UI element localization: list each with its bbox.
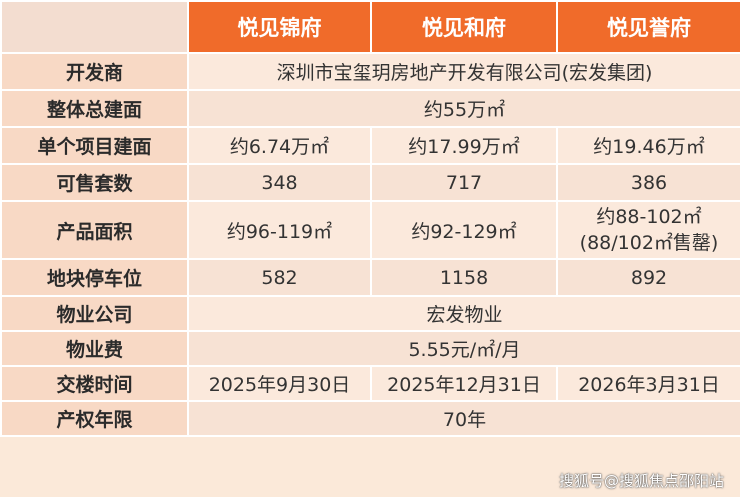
cell-value: 582 (187, 258, 372, 297)
tenure-value: 70年 (187, 400, 740, 437)
cell-value: 约17.99万㎡ (370, 126, 558, 165)
row-label: 交楼时间 (0, 365, 189, 402)
cell-value: 2025年9月30日 (187, 365, 372, 402)
row-tenure: 产权年限 70年 (0, 400, 740, 437)
header-corner (0, 0, 189, 54)
developer-value: 深圳市宝玺玥房地产开发有限公司(宏发集团) (187, 52, 740, 91)
row-label: 产权年限 (0, 400, 189, 437)
cell-value: 892 (556, 258, 740, 297)
header-project-3: 悦见誉府 (556, 0, 740, 54)
row-label: 整体总建面 (0, 89, 189, 128)
cell-value: 2025年12月31日 (370, 365, 558, 402)
row-units: 可售套数 348 717 386 (0, 163, 740, 202)
row-label: 物业公司 (0, 295, 189, 332)
project-comparison-table: 悦见锦府 悦见和府 悦见誉府 开发商 深圳市宝玺玥房地产开发有限公司(宏发集团)… (0, 0, 740, 437)
cell-value: 717 (370, 163, 558, 202)
header-project-1: 悦见锦府 (187, 0, 372, 54)
cell-value: 386 (556, 163, 740, 202)
row-delivery: 交楼时间 2025年9月30日 2025年12月31日 2026年3月31日 (0, 365, 740, 402)
cell-value-multiline: 约88-102㎡ (88/102㎡售罄) (556, 200, 740, 260)
row-label: 物业费 (0, 330, 189, 367)
row-label: 开发商 (0, 52, 189, 91)
header-project-2: 悦见和府 (370, 0, 558, 54)
cell-line: 约88-102㎡ (596, 206, 702, 228)
row-product-area: 产品面积 约96-119㎡ 约92-129㎡ 约88-102㎡ (88/102㎡… (0, 200, 740, 260)
header-row: 悦见锦府 悦见和府 悦见誉府 (0, 0, 740, 54)
cell-value: 2026年3月31日 (556, 365, 740, 402)
cell-value: 约92-129㎡ (370, 200, 558, 260)
row-property-company: 物业公司 宏发物业 (0, 295, 740, 332)
cell-value: 约96-119㎡ (187, 200, 372, 260)
row-parking: 地块停车位 582 1158 892 (0, 258, 740, 297)
row-label: 单个项目建面 (0, 126, 189, 165)
cell-value: 约19.46万㎡ (556, 126, 740, 165)
cell-line: (88/102㎡售罄) (579, 232, 719, 254)
watermark: 搜狐号@搜狐焦点邵阳站 (558, 472, 724, 490)
total-area-value: 约55万㎡ (187, 89, 740, 128)
row-label: 地块停车位 (0, 258, 189, 297)
row-project-area: 单个项目建面 约6.74万㎡ 约17.99万㎡ 约19.46万㎡ (0, 126, 740, 165)
property-company-value: 宏发物业 (187, 295, 740, 332)
cell-value: 约6.74万㎡ (187, 126, 372, 165)
cell-value: 1158 (370, 258, 558, 297)
row-label: 产品面积 (0, 200, 189, 260)
row-label: 可售套数 (0, 163, 189, 202)
property-fee-value: 5.55元/㎡/月 (187, 330, 740, 367)
cell-value: 348 (187, 163, 372, 202)
row-developer: 开发商 深圳市宝玺玥房地产开发有限公司(宏发集团) (0, 52, 740, 91)
row-total-area: 整体总建面 约55万㎡ (0, 89, 740, 128)
row-property-fee: 物业费 5.55元/㎡/月 (0, 330, 740, 367)
